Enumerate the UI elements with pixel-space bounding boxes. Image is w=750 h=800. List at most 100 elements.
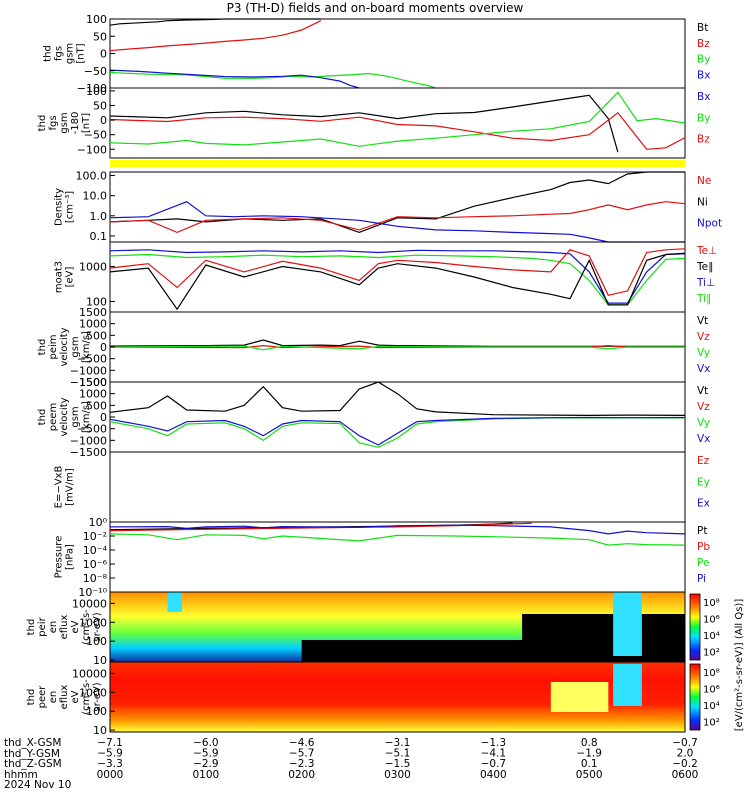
y-tick-label: 10⁻⁸ [83,572,108,585]
x-tick-value: −2.3 [289,758,315,770]
x-tick-value: −5.9 [97,748,123,760]
colorbar-tick-label: 10⁴ [703,701,720,712]
y-axis-label: thd [26,689,37,706]
x-tick-value: −3.1 [385,737,411,749]
legend-entry: Vz [697,331,710,343]
legend-entry: Vy [697,417,710,429]
y-tick-label: 10000 [72,667,107,680]
y-tick-label: 100 [86,295,107,308]
y-tick-label: 0 [100,411,107,424]
y-axis-label: moat3 [54,261,65,293]
y-tick-label: −1000 [70,434,107,447]
colorbar [689,663,701,731]
colorbar-tick-label: 10⁸ [703,668,720,679]
y-tick-label: 1000 [79,388,107,401]
y-tick-label: −100 [77,82,107,95]
legend-entry: Npot [697,218,722,230]
y-axis-label: thd [43,45,54,62]
y-axis-label: thd [37,409,48,426]
y-axis-label: [nT] [81,113,92,133]
x-tick-value: −4.1 [481,748,507,760]
series-line-Te∥ [109,252,686,311]
legend-entry: Te⊥ [696,245,717,257]
y-axis-label: thd [26,619,37,636]
y-tick-label: 0.1 [90,230,108,243]
legend-entry: By [697,54,710,66]
y-tick-label: 100 [86,85,107,98]
page-title: P3 (TH-D) fields and on-board moments ov… [226,1,524,15]
y-axis-label: thd [37,115,48,132]
y-axis-label: [nPa] [65,544,76,570]
y-axis-label: Density [54,188,65,226]
xaxis-row-label: thd_Z-GSM [4,758,62,771]
x-tick-value: −5.1 [385,748,411,760]
legend-entry: Bz [697,134,710,146]
series-line-Bt [109,18,321,26]
spectrogram-patch [613,592,642,656]
x-tick-value: 0400 [480,769,507,781]
y-tick-label: 10⁰ [89,516,108,529]
colorbar-tick-label: 10² [703,718,720,729]
legend-entry: Vx [697,363,710,375]
x-tick-value: −1.3 [481,737,507,749]
y-tick-label: −100 [77,143,107,156]
y-tick-label: 1000 [79,686,107,699]
legend-entry: Ex [697,498,710,510]
y-tick-label: 100 [86,635,107,648]
y-axis-label: eV [70,690,81,703]
series-line-Vx [109,416,686,446]
legend-entry: Ti∥ [696,293,711,305]
legend-entry: Ez [697,455,710,467]
y-tick-label: 1000 [79,318,107,331]
colorbar-tick-label: 10⁶ [703,615,720,626]
y-tick-label: 500 [86,329,107,342]
y-tick-label: 10⁻² [83,530,107,543]
x-tick-value: −5.9 [193,748,219,760]
y-axis-label: gsm [59,112,70,133]
y-axis-label: velocity [59,397,70,436]
colorbar-unit-label: [eV/(cm²-s-sr-eV)] (All Qs)] [734,599,745,732]
legend-entry: Vz [697,401,710,413]
y-tick-label: −1500 [70,376,107,389]
series-line-By [109,71,436,89]
y-tick-label: 1000 [79,616,107,629]
legend-entry: Ti⊥ [696,277,715,289]
series-line-Ti⊥ [109,249,686,304]
y-tick-label: −1500 [70,446,107,459]
legend-entry: Vy [697,347,710,359]
series-line-Pi [109,524,686,535]
y-axis-label: Pressure [54,536,65,579]
y-axis-label: [nT] [76,43,87,63]
y-axis-label: en [48,621,59,634]
y-tick-label: 10000 [72,597,107,610]
y-axis-label: [mV/m] [65,468,76,506]
x-tick-value: −3.3 [97,758,123,770]
series-line-Bz [109,20,322,52]
y-axis-label: -180 [70,112,81,135]
spectrogram-patch [550,682,609,712]
y-tick-label: −50 [84,129,107,142]
y-axis-label: peim [48,334,59,359]
x-axis-info: thd_X-GSM thd_Y-GSM thd_Z-GSM hhmm 2024 … [4,738,71,791]
x-tick-value: −5.7 [289,748,315,760]
y-axis-label: eflux [59,685,70,710]
series-line-Te⊥ [109,248,686,296]
y-tick-label: 50 [93,30,107,43]
y-tick-label: 50 [93,100,107,113]
xaxis-row-label: thd_Y-GSM [4,747,60,760]
x-tick-value: 0000 [97,769,124,781]
x-tick-value: −6.0 [193,737,219,749]
y-axis-label: eV [70,620,81,633]
x-tick-value: 0.8 [581,737,598,749]
series-line-Ni [109,171,685,234]
legend-entry: Pi [697,573,706,585]
y-tick-label: 10 [93,724,107,737]
y-axis-label: en [48,691,59,704]
y-tick-label: 0 [100,114,107,127]
spectrogram-lowflux [522,614,685,662]
y-tick-label: 10⁻⁶ [83,558,108,571]
legend-entry: Bt [697,22,708,34]
x-tick-value: 0200 [288,769,315,781]
legend-entry: Ne [697,175,711,187]
